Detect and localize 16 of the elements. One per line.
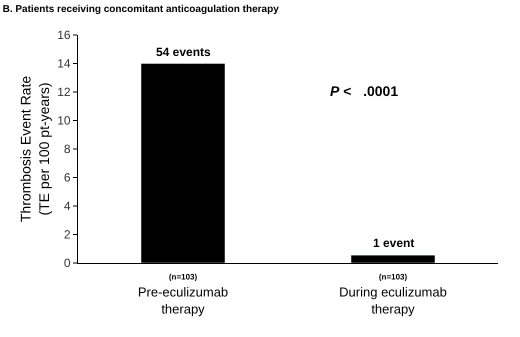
y-tick-label: 8 <box>64 142 71 156</box>
annotation: P < .0001 <box>330 83 398 99</box>
annotation: 1 event <box>373 236 414 250</box>
chart-title: B. Patients receiving concomitant anticoagulation therapy <box>2 4 280 16</box>
y-tick-label: 12 <box>57 85 71 100</box>
y-tick-label: 16 <box>57 28 71 42</box>
y-tick-label: 10 <box>57 114 71 128</box>
x-tick-label: (n=103) Pre-eculizumab therapy <box>138 272 228 316</box>
y-tick-label: 14 <box>57 56 71 71</box>
y-axis-title: Thrombosis Event Rate (TE per 100 pt-years) <box>18 76 52 222</box>
y-tick-label: 4 <box>64 199 71 214</box>
y-tick-label: 2 <box>64 228 71 242</box>
y-tick-label: 0 <box>64 256 71 270</box>
y-tick-label: 6 <box>64 170 71 185</box>
annotation: 54 events <box>156 45 212 59</box>
x-tick-label: (n=103) During eculizumab therapy <box>339 272 447 316</box>
